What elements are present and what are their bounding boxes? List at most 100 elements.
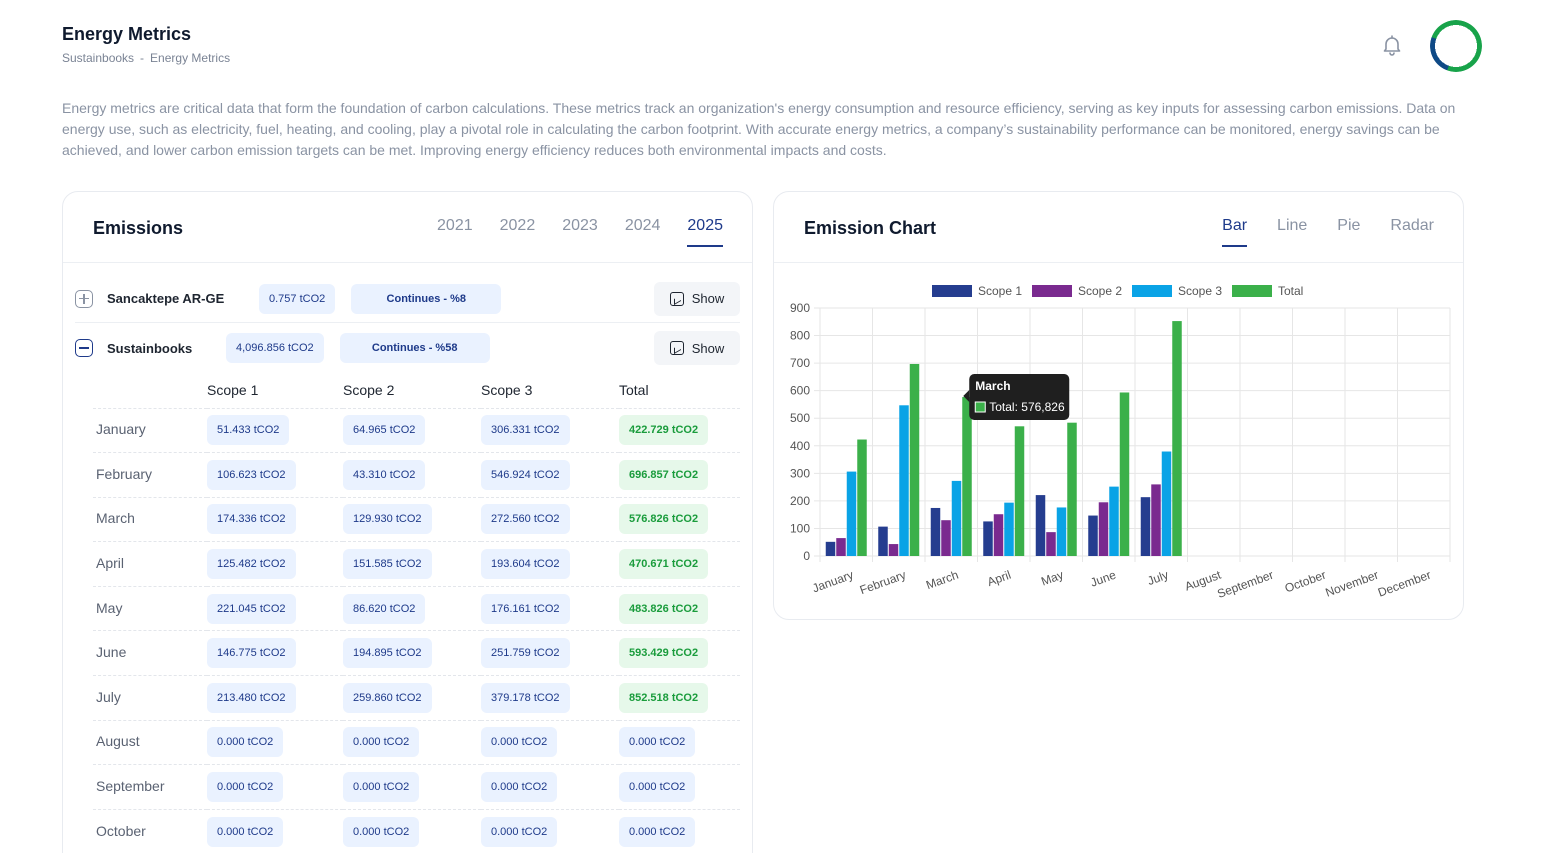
breadcrumb-home-link[interactable]: Sustainbooks [62,51,135,65]
bar-scope-1 [825,541,836,556]
bar-total [909,363,920,556]
table-header-scope1: Scope 1 [207,381,259,398]
legend-swatch [1032,285,1072,297]
bar-scope-1 [983,521,993,556]
scope3-value: 176.161 tCO2 [481,593,570,624]
x-tick-label: October [1283,568,1328,596]
table-row: September 0.000 tCO2 0.000 tCO2 0.000 tCO2 0… [93,764,740,810]
bar-scope-3 [899,405,909,556]
bell-icon[interactable] [1380,33,1404,57]
scope2-value: 151.585 tCO2 [343,549,432,580]
tooltip-caret [963,390,970,402]
table-row: August 0.000 tCO2 0.000 tCO2 0.000 tCO2 0.00… [93,719,740,765]
emission-bar-chart[interactable]: 0 100 200 300 400 500 600 700 800 900 January Febru… [774,264,1463,620]
tab-line[interactable]: Line [1277,217,1308,234]
site-status-badge: Continues - %58 [339,333,490,363]
tab-bar[interactable]: Bar [1222,217,1248,247]
legend-label: Scope 1 [978,284,1022,298]
scope3-value: 379.178 tCO2 [481,682,570,713]
avatar[interactable] [1430,20,1482,72]
scope2-value: 194.895 tCO2 [343,638,432,669]
table-row: January 51.433 tCO2 64.965 tCO2 306.331 tCO… [93,407,740,453]
month-label: October [96,822,146,839]
bar-total [857,439,867,556]
y-tick-label: 200 [790,494,810,508]
scope3-value: 193.604 tCO2 [481,549,570,580]
emissions-title: Emissions [93,218,184,238]
bar-scope-1 [1140,497,1151,556]
table-row: February 106.623 tCO2 43.310 tCO2 546.924 t… [93,452,740,498]
tab-year-2021[interactable]: 2021 [437,217,473,234]
x-tick-label: September [1215,568,1275,601]
y-tick-label: 300 [790,466,810,480]
tab-year-2024[interactable]: 2024 [624,217,661,234]
site-name: Sustainbooks [107,340,193,356]
bar-scope-2 [836,538,846,556]
table-row: May 221.045 tCO2 86.620 tCO2 176.161 tCO2 48… [93,585,740,631]
total-value: 422.729 tCO2 [619,415,709,446]
table-header-month [93,372,207,408]
site-status-badge: Continues - %8 [351,283,502,314]
x-tick-label: February [858,568,908,598]
y-tick-label: 600 [790,384,810,398]
show-button-label: Show [691,340,725,356]
bar-scope-3 [951,480,962,556]
bar-scope-2 [1151,484,1161,556]
intro-text: Energy metrics are critical data that fo… [62,100,1456,158]
scope3-value: 0.000 tCO2 [481,816,558,847]
tab-radar[interactable]: Radar [1390,217,1434,234]
x-tick-label: July [1145,568,1170,588]
scope2-value: 0.000 tCO2 [343,727,420,758]
table-row: October 0.000 tCO2 0.000 tCO2 0.000 tCO2 0.0… [93,808,740,853]
tooltip-swatch [974,401,986,413]
table-row: June 146.775 tCO2 194.895 tCO2 251.759 tCO2… [93,630,740,676]
tab-year-2022[interactable]: 2022 [499,217,536,234]
legend-label: Total [1278,284,1303,298]
scope2-value: 86.620 tCO2 [343,593,426,624]
chart-icon [669,341,684,355]
scope3-value: 546.924 tCO2 [481,459,570,490]
month-label: April [96,555,125,572]
tab-year-2023[interactable]: 2023 [562,217,598,234]
month-label: January [96,421,146,438]
bar-scope-1 [878,526,888,556]
site-value-badge: 4,096.856 tCO2 [226,333,324,363]
tab-year-2025[interactable]: 2025 [687,217,723,247]
bar-scope-1 [1035,495,1046,556]
bar-scope-2 [1098,502,1109,556]
bar-scope-2 [993,514,1004,556]
total-value: 593.429 tCO2 [619,638,709,669]
total-value: 0.000 tCO2 [619,727,696,758]
bar-total [1119,392,1130,556]
breadcrumb: Sustainbooks - Energy Metrics [62,51,230,65]
expand-plus-icon[interactable] [75,289,93,308]
tab-pie[interactable]: Pie [1337,217,1361,234]
table-row: July 213.480 tCO2 259.860 tCO2 379.178 tCO2… [93,675,740,721]
y-tick-label: 900 [790,301,810,315]
total-value: 852.518 tCO2 [619,682,709,713]
legend-swatch [932,285,972,297]
bar-scope-1 [930,507,941,556]
show-button[interactable]: Show [654,281,740,316]
scope1-value: 221.045 tCO2 [207,593,296,624]
bar-scope-2 [888,544,899,556]
month-label: February [96,465,153,482]
total-value: 470.671 tCO2 [619,549,709,580]
bar-scope-3 [1161,451,1172,556]
emissions-table: Scope 1 Scope 2 Scope 3 Total January 51.… [93,372,740,853]
bar-scope-2 [1046,532,1056,556]
y-tick-label: 100 [790,521,810,535]
month-label: May [96,599,123,616]
bar-scope-2 [941,520,951,556]
total-value: 696.857 tCO2 [619,459,709,490]
month-label: July [96,688,121,705]
scope2-value: 259.860 tCO2 [343,682,432,713]
chart-type-tabs: Bar Line Pie Radar [1222,217,1434,247]
bar-total [1172,321,1182,556]
scope3-value: 272.560 tCO2 [481,504,570,535]
scope1-value: 51.433 tCO2 [207,415,290,446]
collapse-minus-icon[interactable] [75,339,93,357]
scope3-value: 251.759 tCO2 [481,638,570,669]
emissions-card: Emissions 2021 2022 2023 2024 2025 Sanca… [62,191,753,853]
show-button[interactable]: Show [654,331,740,365]
